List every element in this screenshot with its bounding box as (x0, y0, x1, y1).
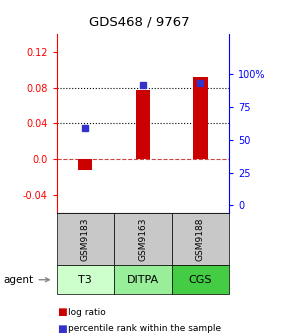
Text: T3: T3 (78, 275, 92, 285)
Bar (78, 160, 93, 170)
Bar (136, 90, 150, 160)
Bar (193, 77, 208, 160)
Text: percentile rank within the sample: percentile rank within the sample (68, 324, 221, 333)
Text: GSM9188: GSM9188 (196, 218, 205, 261)
Text: agent: agent (3, 275, 33, 285)
Text: GSM9163: GSM9163 (138, 218, 147, 261)
Text: GDS468 / 9767: GDS468 / 9767 (89, 15, 189, 28)
Text: CGS: CGS (188, 275, 212, 285)
Text: ■: ■ (57, 307, 66, 318)
Text: DITPA: DITPA (127, 275, 159, 285)
Text: log ratio: log ratio (68, 308, 106, 317)
Text: GSM9183: GSM9183 (81, 218, 90, 261)
Text: ■: ■ (57, 324, 66, 334)
